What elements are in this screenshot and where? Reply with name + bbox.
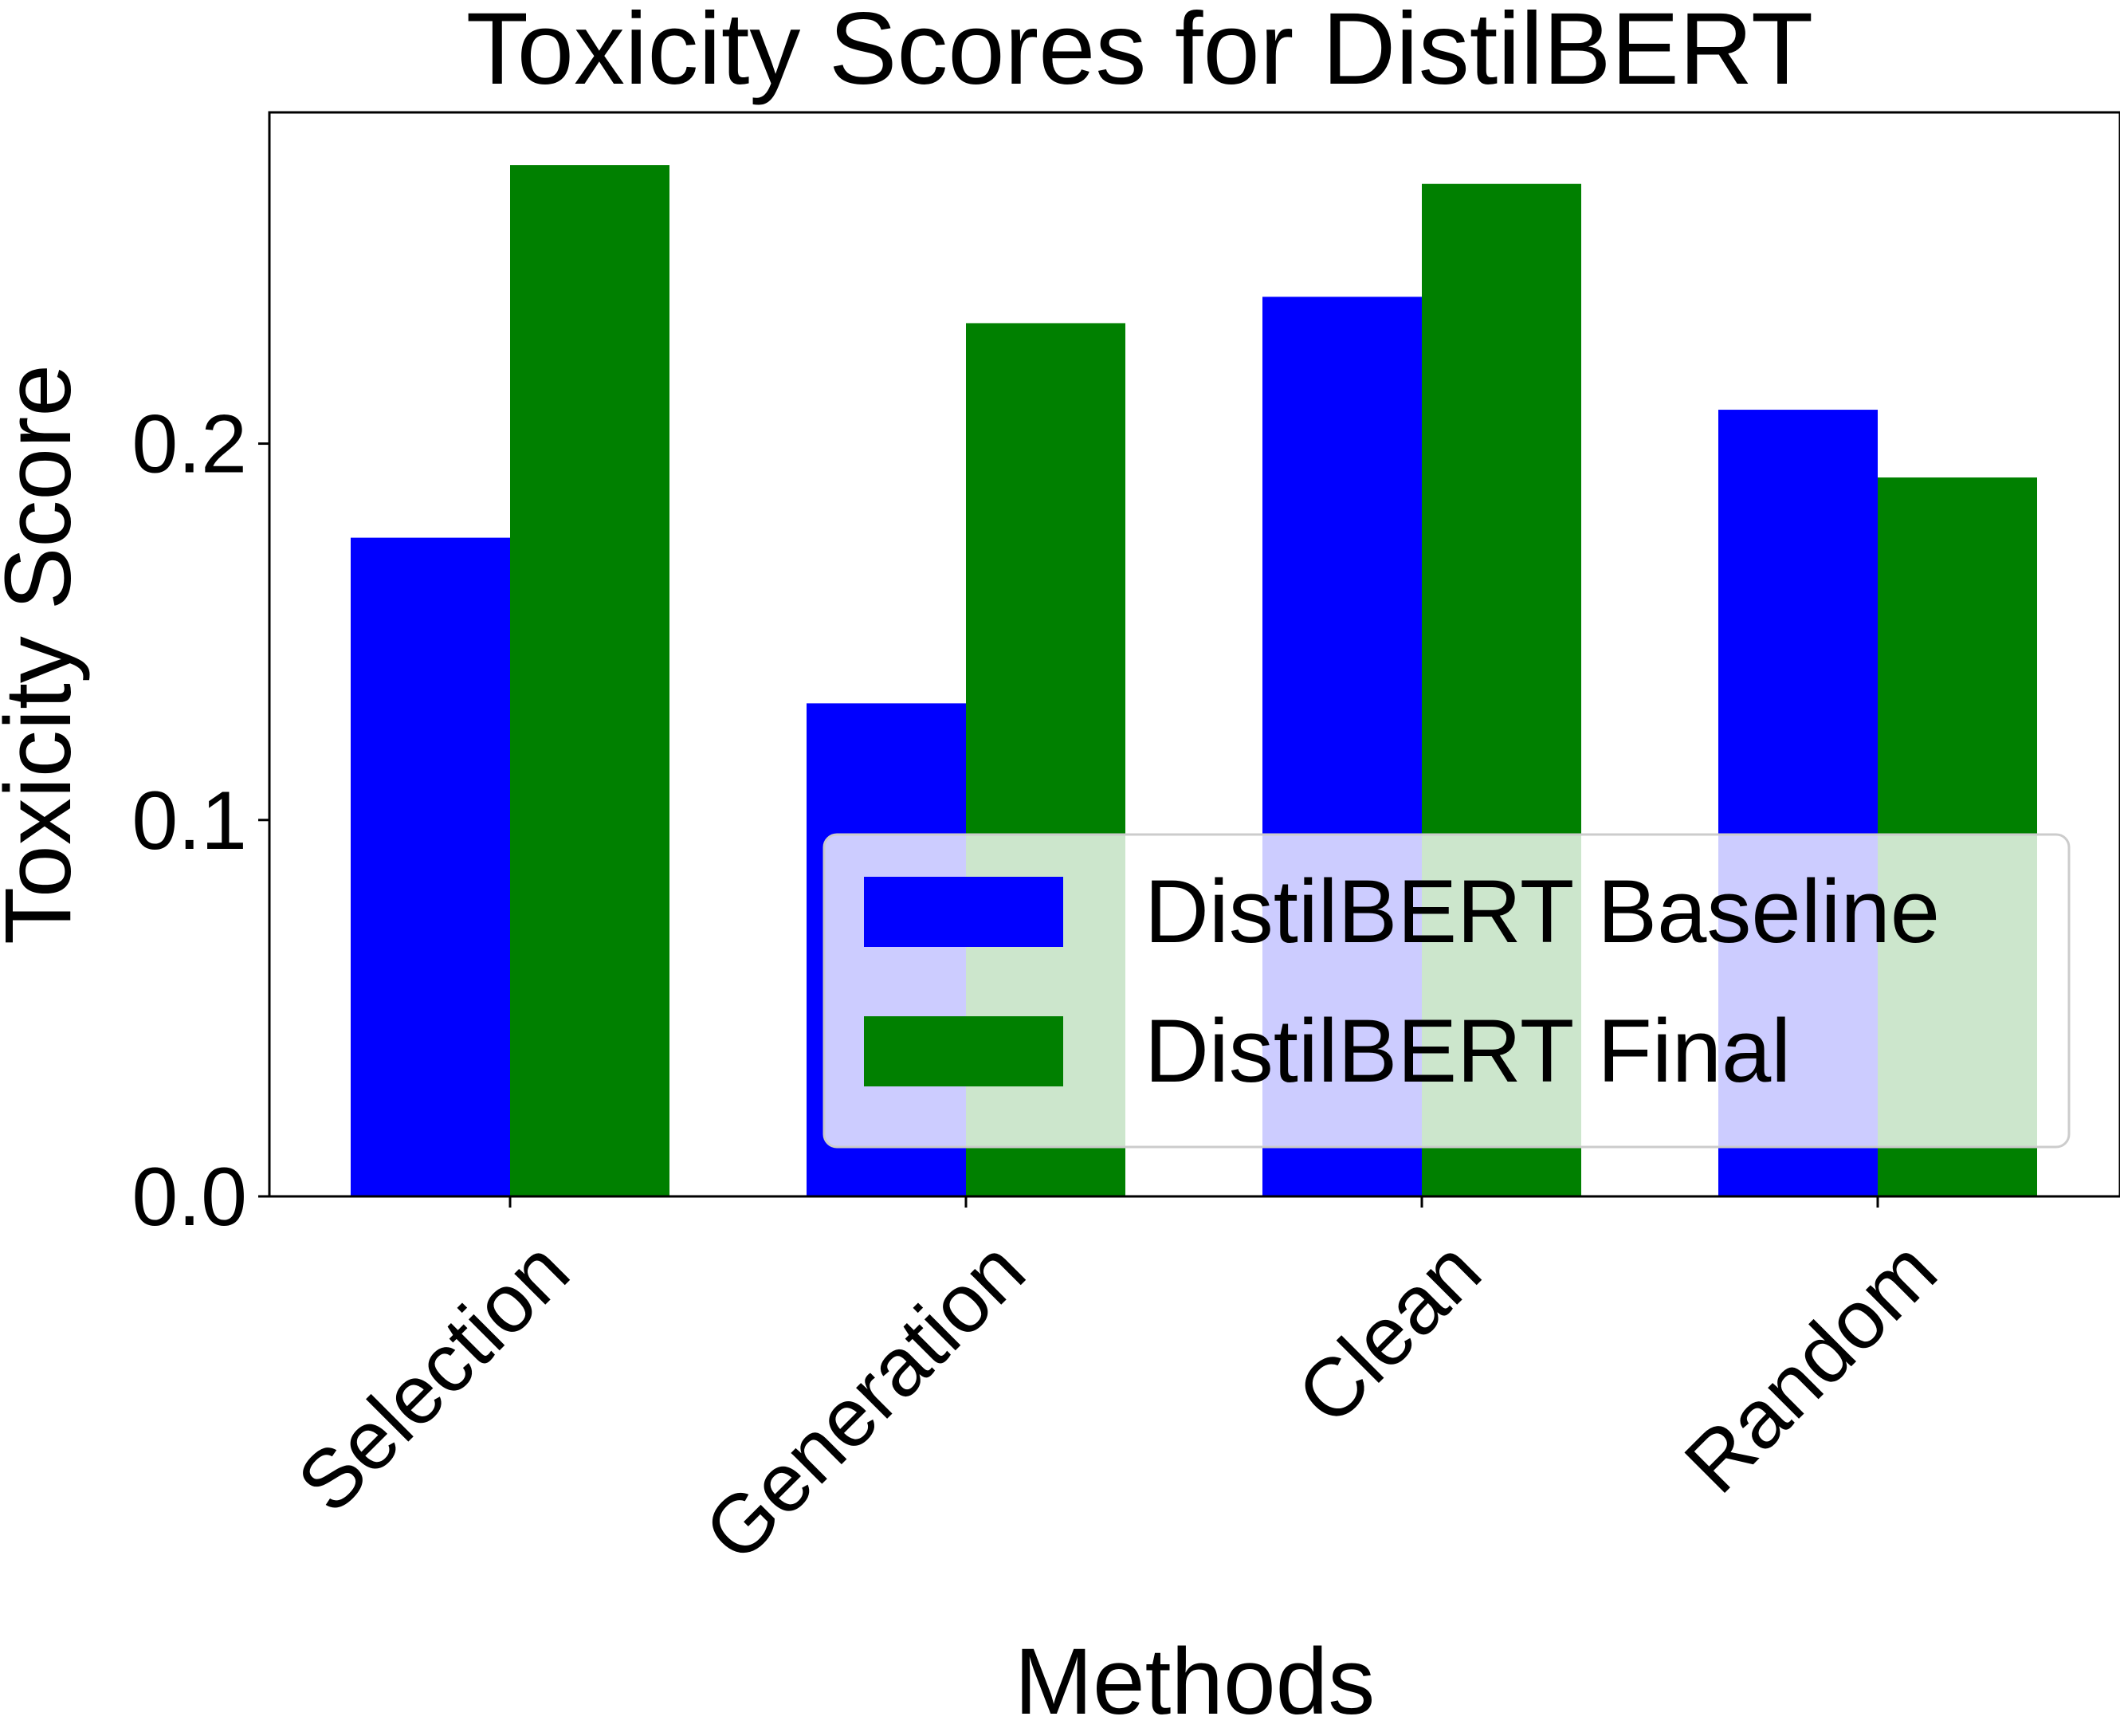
bar-selection-final	[510, 165, 669, 1197]
legend-swatch-baseline	[864, 877, 1063, 947]
x-axis-label: Methods	[1015, 1629, 1376, 1734]
y-tick-label: 0.2	[132, 399, 247, 491]
plot-frame	[268, 111, 2120, 1198]
chart-title: Toxicity Scores for DistilBERT	[466, 0, 1813, 106]
bar-selection-baseline	[351, 537, 510, 1196]
legend-label-baseline: DistilBERT Baseline	[1144, 862, 1940, 961]
y-axis-label: Toxicity Score	[0, 364, 91, 945]
legend-box	[822, 833, 2071, 1149]
y-tick-label: 0.1	[132, 775, 247, 867]
legend-label-final: DistilBERT Final	[1144, 1001, 1791, 1101]
legend: DistilBERT Baseline DistilBERT Final	[822, 833, 2071, 1149]
x-tick-label: Random	[1667, 1223, 1954, 1510]
y-tick-label: 0.0	[132, 1151, 247, 1243]
y-axis: 0.0 0.1 0.2	[132, 399, 269, 1243]
x-tick-label: Clean	[1280, 1223, 1498, 1442]
legend-swatch-final	[864, 1016, 1063, 1086]
x-tick-label: Generation	[687, 1223, 1042, 1579]
x-axis: Selection Generation Clean Random	[281, 1196, 1954, 1579]
x-tick-label: Selection	[281, 1223, 587, 1530]
